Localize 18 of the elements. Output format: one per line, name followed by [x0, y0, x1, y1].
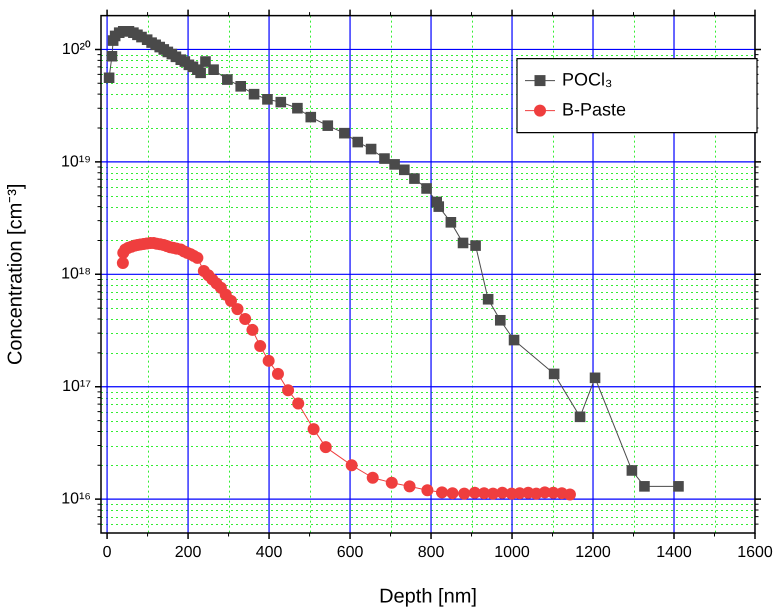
x-tick-label: 0: [102, 544, 112, 562]
y-tick-label: 10¹⁹: [61, 153, 91, 170]
y-tick-label: 10²⁰: [62, 40, 91, 58]
y-tick-label: 10¹⁸: [61, 266, 91, 283]
legend-label: POCl₃: [562, 70, 612, 90]
x-tick-label: 1200: [575, 544, 611, 562]
x-tick-label: 1400: [656, 544, 692, 562]
x-tick-label: 1600: [737, 544, 773, 562]
y-tick-label: 10¹⁶: [61, 490, 91, 508]
x-tick-label: 400: [256, 544, 282, 562]
x-tick-label: 600: [336, 544, 364, 562]
legend-label: B-Paste: [562, 100, 626, 120]
y-axis-title: Concentration [cm⁻³]: [4, 184, 27, 366]
x-tick-label: 800: [418, 544, 444, 562]
x-tick-label: 200: [174, 544, 202, 562]
y-tick-label: 10¹⁷: [62, 378, 92, 396]
x-axis-title: Depth [nm]: [379, 586, 477, 608]
x-tick-label: 1000: [494, 544, 530, 562]
